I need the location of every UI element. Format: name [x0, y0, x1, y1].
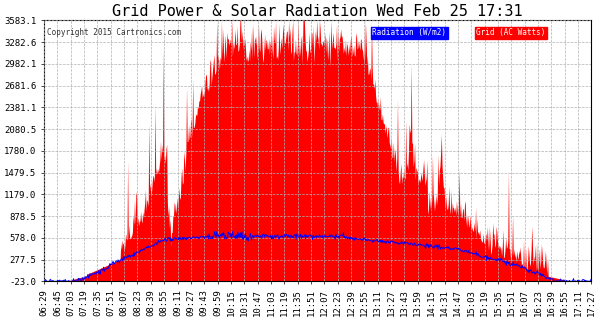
Text: Copyright 2015 Cartronics.com: Copyright 2015 Cartronics.com [47, 28, 181, 37]
Title: Grid Power & Solar Radiation Wed Feb 25 17:31: Grid Power & Solar Radiation Wed Feb 25 … [112, 4, 523, 19]
Text: Radiation (W/m2): Radiation (W/m2) [373, 28, 446, 37]
Text: Grid (AC Watts): Grid (AC Watts) [476, 28, 546, 37]
